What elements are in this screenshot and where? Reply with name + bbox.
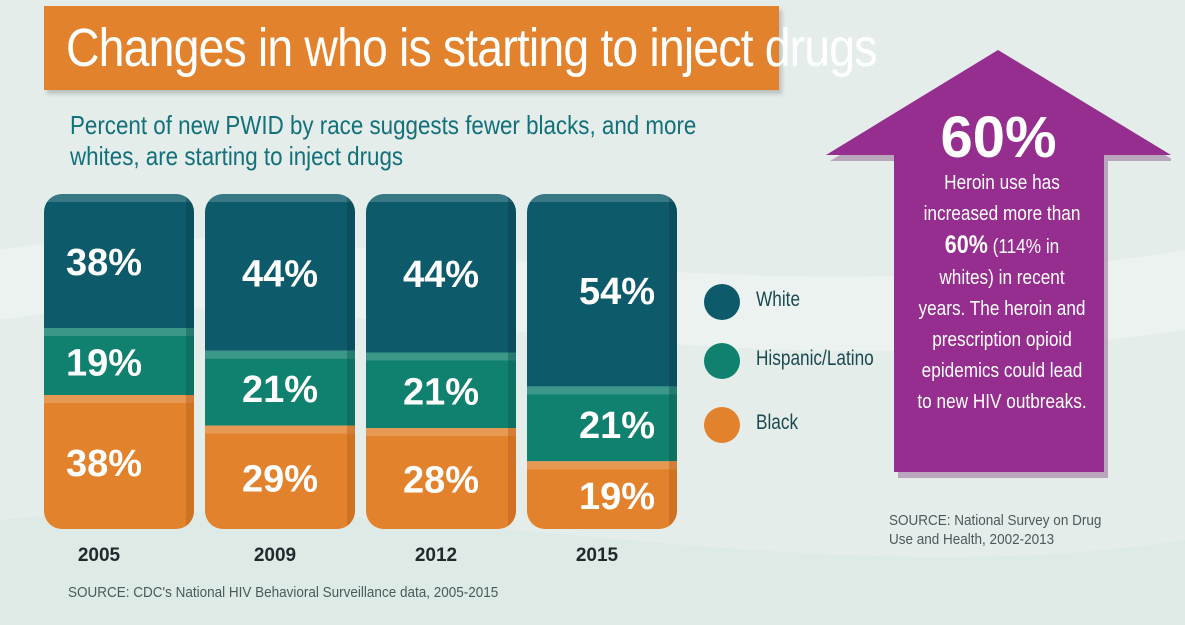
bar-segment-highlight [44, 194, 194, 202]
callout-text-highlight: 60% [944, 231, 988, 259]
bar-segment-highlight [205, 350, 355, 359]
bar-segment-shade [508, 194, 516, 353]
bar-segment-shade [669, 194, 677, 387]
bar-segment-highlight [527, 194, 677, 202]
source-note-bottom: SOURCE: CDC's National HIV Behavioral Su… [68, 584, 499, 601]
bar-segment-highlight [366, 194, 516, 202]
bar-segment-2015-black [527, 461, 677, 529]
bar-segment-highlight [366, 352, 516, 361]
data-label-2009-hispanic-latino: 21% [242, 369, 318, 411]
chart-subtitle: Percent of new PWID by race suggests few… [70, 110, 697, 171]
bar-segment-highlight [205, 194, 355, 202]
callout-text: Heroin use has increased more than 60% (… [916, 168, 1088, 418]
bar-segment-2012-black [366, 428, 516, 529]
callout-text-2: (114% in whites) in recent years. The he… [917, 236, 1087, 413]
legend-swatch-hispanic [704, 343, 740, 379]
bar-segment-highlight [44, 328, 194, 336]
legend-label-hispanic: Hispanic/Latino [756, 347, 874, 370]
data-label-2012-hispanic-latino: 21% [403, 371, 479, 413]
bar-segment-shade [669, 461, 677, 529]
bar-segment-shade [186, 328, 194, 395]
data-label-2015-white: 54% [579, 271, 655, 313]
data-label-2009-white: 44% [242, 253, 318, 295]
x-tick-label-2012: 2012 [415, 545, 457, 566]
bar-segment-highlight [527, 386, 677, 395]
data-label-2015-black: 19% [579, 476, 655, 518]
title-banner: Changes in who is starting to inject dru… [44, 6, 877, 90]
data-label-2015-hispanic-latino: 21% [579, 405, 655, 447]
legend-swatch-white [704, 284, 740, 320]
bar-segment-shade [186, 395, 194, 529]
bar-segment-2009-hispanic-latino [205, 350, 355, 426]
x-tick-label-2009: 2009 [254, 545, 296, 566]
bar-segment-highlight [527, 461, 677, 470]
bar-segment-2015-white [527, 194, 677, 387]
x-tick-label-2015: 2015 [576, 545, 619, 566]
arrow-shape [826, 50, 1175, 478]
source-note-right: SOURCE: National Survey on Drug Use and … [889, 512, 1102, 548]
callout-big-number: 60% [940, 105, 1057, 170]
chart-title: Changes in who is starting to inject dru… [66, 18, 877, 78]
bar-segment-2012-white [366, 194, 516, 353]
data-label-2005-black: 38% [66, 443, 142, 485]
data-label-2009-black: 29% [242, 458, 318, 500]
bar-segment-shade [347, 194, 355, 351]
bar-segment-2009-white [205, 194, 355, 351]
bar-segment-highlight [366, 428, 516, 437]
bar-segment-shade [669, 386, 677, 462]
callout-text-1: Heroin use has increased more than [923, 172, 1081, 225]
bar-segment-2015-hispanic-latino [527, 386, 677, 462]
legend-swatch-black [704, 407, 740, 443]
bar-segment-2005-black [44, 395, 194, 529]
bar-2015 [527, 194, 677, 529]
bar-segment-highlight [44, 395, 194, 403]
bar-segment-highlight [205, 425, 355, 434]
bar-segment-shade [186, 194, 194, 328]
legend-label-white: White [756, 288, 801, 311]
bar-segment-2012-hispanic-latino [366, 352, 516, 429]
bar-2012 [366, 194, 516, 529]
x-tick-label-2005: 2005 [78, 545, 121, 566]
bar-segment-shade [347, 425, 355, 529]
bar-segment-shade [508, 428, 516, 529]
data-label-2012-white: 44% [403, 254, 479, 296]
bar-2009 [205, 194, 355, 529]
bar-segment-2009-black [205, 425, 355, 529]
stacked-bar-chart: 38% 19% 38% 2005 44% 21% 29% 2009 44% 21% 28% 2012 5… [44, 194, 677, 566]
bar-segment-2005-white [44, 194, 194, 328]
legend-label-black: Black [756, 411, 799, 434]
callout-arrow: 60% Heroin use has increased more than 6… [826, 50, 1175, 485]
data-label-2012-black: 28% [403, 460, 479, 502]
bar-segment-shade [508, 352, 516, 429]
data-label-2005-hispanic-latino: 19% [66, 343, 142, 385]
bar-2005 [44, 194, 194, 529]
bar-segment-shade [347, 350, 355, 426]
data-label-2005-white: 38% [66, 242, 142, 284]
bar-segment-2005-hispanic-latino [44, 328, 194, 395]
